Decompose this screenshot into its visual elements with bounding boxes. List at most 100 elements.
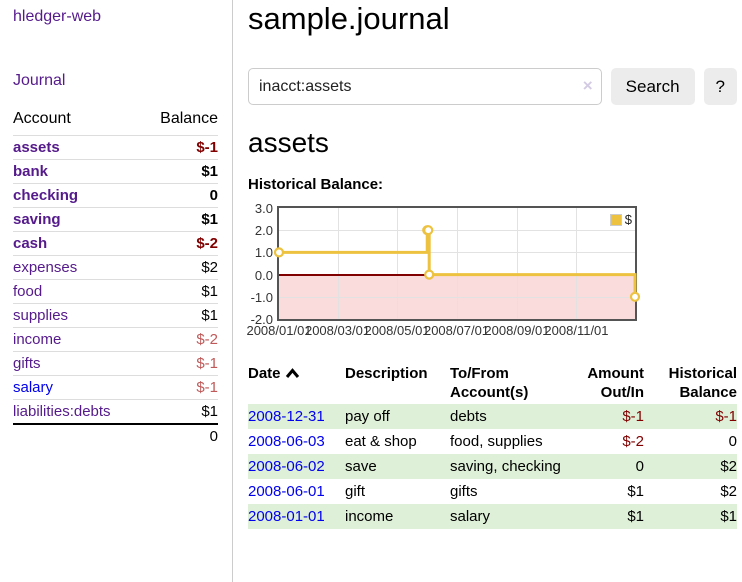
transaction-date-link[interactable]: 2008-06-02 [248, 458, 325, 475]
transaction-accounts: saving, checking [450, 458, 561, 475]
x-axis-tick-label: 2008/11/01 [544, 323, 609, 338]
account-row: saving $1 [13, 207, 218, 232]
search-input[interactable] [248, 68, 602, 105]
transaction-date-link[interactable]: 2008-01-01 [248, 508, 325, 525]
account-link-saving[interactable]: saving [13, 211, 61, 228]
gridline [279, 296, 635, 298]
account-row: food $1 [13, 279, 218, 304]
transaction-accounts: gifts [450, 483, 478, 500]
chart-legend: $ [609, 212, 632, 227]
transaction-amount: $-2 [622, 433, 644, 450]
data-point-marker [629, 291, 641, 302]
account-link-income[interactable]: income [13, 331, 62, 348]
help-button[interactable]: ? [703, 68, 737, 105]
register-column-header-description: Description [345, 365, 428, 382]
account-balance: $1 [141, 159, 218, 184]
accounts-column-header-account: Account [13, 110, 71, 127]
legend-swatch [609, 213, 622, 226]
transaction-row: 2008-06-02 save saving, checking 0 $2 [248, 454, 737, 479]
account-balance: $-2 [141, 327, 218, 352]
transaction-balance: $1 [720, 508, 737, 525]
transaction-amount: $-1 [622, 408, 644, 425]
gridline [456, 208, 458, 319]
transaction-description: eat & shop [345, 433, 417, 450]
account-link-supplies[interactable]: supplies [13, 307, 69, 324]
transaction-date-link[interactable]: 2008-12-31 [248, 408, 325, 425]
clear-search-icon[interactable]: × [582, 76, 593, 95]
y-axis-tick-label: -1.0 [250, 289, 273, 305]
legend-label: $ [624, 212, 632, 227]
accounts-total-row: 0 [13, 423, 218, 448]
account-row: expenses $2 [13, 255, 218, 280]
transaction-row: 2008-01-01 income salary $1 $1 [248, 504, 737, 529]
account-link-assets[interactable]: assets [13, 139, 60, 156]
account-balance: 0 [141, 183, 218, 208]
register-column-header-date[interactable]: Date [248, 362, 345, 404]
account-row: supplies $1 [13, 303, 218, 328]
transaction-row: 2008-06-01 gift gifts $1 $2 [248, 479, 737, 504]
account-balance: $1 [141, 303, 218, 328]
account-balance: $-1 [141, 351, 218, 376]
account-link-checking[interactable]: checking [13, 187, 79, 204]
transaction-balance: $2 [720, 458, 737, 475]
accounts-table: Account Balance assets $-1 bank $1 checking 0… [13, 108, 218, 448]
account-row: salary $-1 [13, 375, 218, 400]
balance-line-series [273, 225, 641, 302]
transaction-description: save [345, 458, 377, 475]
transaction-row: 2008-12-31 pay off debts $-1 $-1 [248, 404, 737, 429]
transaction-description: pay off [345, 408, 390, 425]
register-column-header-to-from-account-s-: To/From Account(s) [450, 365, 529, 401]
x-axis-tick-label: 2008/01/01 [246, 323, 312, 338]
transaction-accounts: food, supplies [450, 433, 543, 450]
account-link-gifts[interactable]: gifts [13, 355, 41, 372]
account-link-food[interactable]: food [13, 283, 43, 300]
account-link-salary[interactable]: salary [13, 379, 54, 396]
gridline [397, 208, 399, 319]
register-column-header-historical-balance: Historical Balance [668, 365, 737, 401]
transaction-amount: 0 [635, 458, 644, 475]
search-button[interactable]: Search [610, 68, 695, 105]
y-axis-tick-label: 1.0 [254, 245, 273, 261]
register-table: Date Description To/From Account(s) Amount … [248, 362, 737, 529]
y-axis-tick-label: 0.0 [254, 267, 273, 283]
gridline [576, 208, 578, 319]
transaction-balance: 0 [728, 433, 737, 450]
y-axis-tick-label: 3.0 [254, 201, 273, 216]
account-row: checking 0 [13, 183, 218, 208]
account-link-cash[interactable]: cash [13, 235, 48, 252]
sidebar-item-journal[interactable]: Journal [13, 72, 66, 89]
data-point-marker [424, 269, 435, 280]
accounts-column-header-balance: Balance [160, 110, 218, 127]
transaction-accounts: salary [450, 508, 491, 525]
accounts-table-body: assets $-1 bank $1 checking 0 saving $1 cash $-2 e… [13, 135, 218, 424]
account-balance: $-1 [141, 135, 218, 160]
gridline [337, 208, 339, 319]
account-row: income $-2 [13, 327, 218, 352]
transaction-date-link[interactable]: 2008-06-03 [248, 433, 325, 450]
transaction-accounts: debts [450, 408, 487, 425]
account-row: assets $-1 [13, 135, 218, 160]
transaction-balance: $2 [720, 483, 737, 500]
gridline [279, 252, 635, 254]
x-axis-tick-label: 2008/03/01 [304, 323, 371, 338]
account-link-expenses[interactable]: expenses [13, 259, 78, 276]
sort-ascending-icon [285, 365, 300, 384]
x-axis-tick-label: 2008/09/01 [484, 323, 550, 338]
transaction-description: gift [345, 483, 366, 500]
account-balance: $1 [141, 279, 218, 304]
transaction-amount: $1 [627, 508, 644, 525]
account-link-bank[interactable]: bank [13, 163, 49, 180]
x-axis-tick-label: 2008/05/01 [364, 323, 430, 338]
account-row: bank $1 [13, 159, 218, 184]
account-link-liabilities-debts[interactable]: liabilities:debts [13, 403, 111, 420]
gridline [516, 208, 518, 319]
account-row: cash $-2 [13, 231, 218, 256]
chart-heading: Historical Balance: [248, 176, 384, 193]
account-balance: $1 [141, 207, 218, 232]
app-title-link[interactable]: hledger-web [13, 8, 102, 25]
main-content: sample.journal × Search ? assets Histori… [246, 0, 737, 582]
x-axis-tick-label: 2008/07/01 [423, 323, 490, 338]
account-heading: assets [248, 127, 329, 158]
transaction-date-link[interactable]: 2008-06-01 [248, 483, 325, 500]
data-point-marker [273, 247, 285, 258]
